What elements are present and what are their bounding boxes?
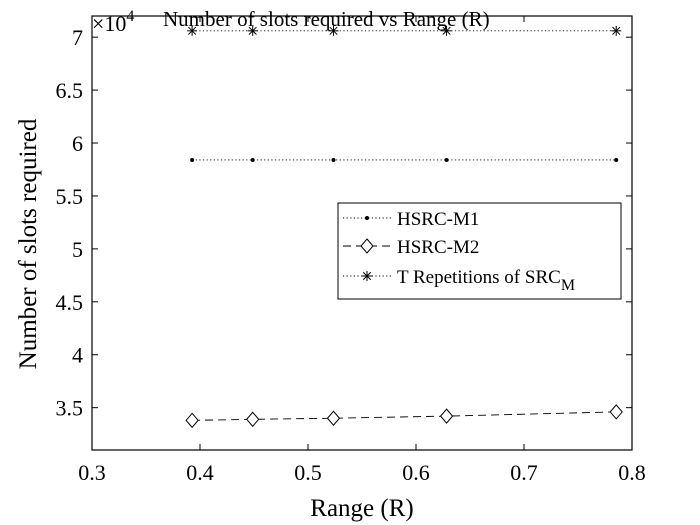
legend-item: HSRC-M1 (343, 209, 479, 230)
y-tick-label: 5.5 (56, 184, 84, 209)
data-point-diamond (326, 410, 341, 427)
data-point-dot (250, 157, 255, 162)
data-point-dot (190, 157, 195, 162)
y-tick-label: 4 (72, 343, 83, 368)
chart-title: Number of slots required vs Range (R) (163, 7, 490, 31)
y-tick-label: 4.5 (56, 290, 84, 315)
data-point-asterisk (187, 25, 198, 36)
data-point-diamond (439, 408, 454, 424)
data-point-dot (614, 157, 619, 162)
y-tick-label: 6 (72, 131, 83, 156)
x-tick-label: 0.3 (78, 460, 106, 485)
x-tick-label: 0.4 (186, 460, 214, 485)
legend-label: HSRC-M1 (397, 209, 479, 230)
data-point-asterisk (328, 25, 339, 36)
legend-label: T Repetitions of SRCM (397, 267, 575, 294)
data-point-asterisk (362, 271, 372, 281)
legend-box (337, 202, 622, 300)
data-point-asterisk (441, 25, 452, 36)
y-exponent-label: ×104 (92, 8, 134, 36)
legend-item: T Repetitions of SRCM (343, 267, 575, 294)
series-3 (187, 25, 622, 36)
data-point-dot (331, 157, 336, 162)
y-tick-label: 3.5 (56, 396, 84, 421)
data-point-diamond (360, 238, 374, 254)
series-line (192, 411, 617, 421)
series-2 (185, 404, 623, 429)
series-1 (190, 157, 619, 162)
data-point-dot (444, 157, 449, 162)
data-point-diamond (185, 412, 199, 429)
x-tick-label: 0.8 (618, 460, 646, 485)
data-point-dot (365, 216, 369, 220)
y-tick-label: 6.5 (56, 78, 84, 103)
y-tick-label: 5 (72, 237, 83, 262)
y-tick-label: 7 (72, 25, 83, 50)
data-point-diamond (246, 411, 260, 428)
data-point-asterisk (611, 25, 622, 36)
x-axis-label: Range (R) (310, 495, 413, 522)
x-tick-label: 0.7 (510, 460, 538, 485)
legend: HSRC-M1 HSRC-M2 T Repetitions of SRCM (337, 202, 622, 300)
legend-label-subscript: M (561, 277, 575, 294)
legend-item: HSRC-M2 (343, 237, 479, 258)
data-point-asterisk (247, 25, 258, 36)
y-axis-ticks: 3.5 4 4.5 5 5.5 6 6.5 7 (56, 25, 632, 421)
data-point-diamond (609, 404, 623, 420)
x-tick-label: 0.5 (294, 460, 322, 485)
x-axis-ticks: 0.3 0.4 0.5 0.6 0.7 0.8 (78, 16, 646, 485)
series-layer (185, 25, 623, 429)
y-axis-label: Number of slots required (15, 118, 42, 369)
legend-label: HSRC-M2 (397, 237, 479, 258)
y-exponent-power: 4 (126, 8, 134, 25)
x-tick-label: 0.6 (402, 460, 430, 485)
